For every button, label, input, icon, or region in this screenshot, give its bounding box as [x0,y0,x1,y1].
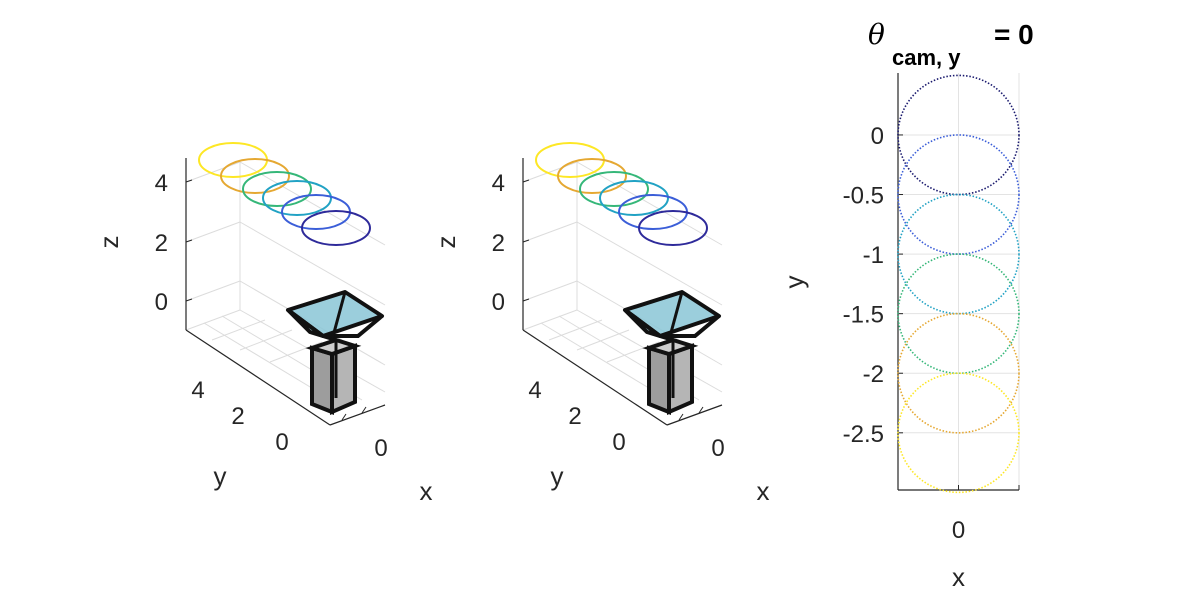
grid-line [185,309,241,331]
camera-cone-edge [323,314,384,338]
grid-line [185,280,241,302]
x-axis-label: x [757,476,770,506]
title-subscript: cam, y [892,45,961,70]
y-axis-line [185,329,331,426]
x-tick [678,413,684,421]
grid-line [522,280,578,302]
x-tick [361,406,367,414]
grid-line [211,319,266,341]
x-tick-label: 0 [711,435,724,462]
x-tick [698,406,704,414]
z-tick [522,298,530,302]
camera-body-side [310,345,334,415]
camera-model [623,290,721,416]
x-tick [341,413,347,421]
grid-line [576,221,723,306]
y-tick-label: 0 [612,429,625,456]
z-axis-label: z [94,236,124,249]
title-suffix: = 0 [994,19,1034,50]
grid-line [522,221,578,243]
y-axis-label: y [779,276,809,289]
trajectory-circle [220,158,290,194]
y-tick-label: 0 [275,429,288,456]
grid-line [239,329,293,351]
grid-line [185,221,241,243]
z-tick-label: 0 [492,289,505,316]
trajectory-circle [599,180,669,216]
x-axis-line [329,404,386,426]
trajectory-circle [262,180,332,216]
y-tick-label: 4 [528,377,541,404]
grid-line [269,341,323,363]
z-tick [522,239,530,243]
z-axis-label: z [431,236,461,249]
top-view-circle [897,312,1020,434]
grid-line [576,161,723,246]
camera-cone-edge [660,314,721,338]
z-tick-label: 4 [155,170,168,197]
z-tick-label: 0 [155,289,168,316]
camera-body-side [647,345,671,415]
grid-line [606,341,660,363]
camera-body-top [305,337,362,357]
x-axis-label: x [952,562,965,592]
x-tick-label: 0 [374,435,387,462]
y-tick-label: 2 [568,403,581,430]
trajectory-circle [638,210,708,246]
z-tick-label: 2 [492,230,505,257]
top-view-circle [897,193,1020,315]
top-view-circle [897,372,1020,494]
grid-line [522,309,578,331]
z-tick [185,298,193,302]
y-tick-label: 2 [231,403,244,430]
z-tick [522,179,530,183]
y-tick-label: -1.5 [843,302,884,329]
grid-line [239,161,386,246]
x-tick-label: 0 [952,517,965,544]
z-tick-label: 4 [492,170,505,197]
y-tick-label: -0.5 [843,183,884,210]
top-view-circle [897,253,1020,375]
y-tick-label: 0 [871,123,884,150]
camera-model [286,290,384,416]
trajectory-circle [301,210,371,246]
camera-cone-edge [330,291,347,341]
camera-cone-edge [667,291,684,341]
grid-line [548,319,603,341]
y-axis-line [522,329,668,426]
plot-2d-top-view: 0 -0.5 -1 -1.5 -2 -2.5 0 x y θ cam, y = 0 [779,18,1034,592]
x-axis-line [666,404,723,426]
grid-line [185,161,241,183]
grid-line [576,329,630,351]
top-view-circle [897,134,1020,255]
y-axis-label: y [551,461,564,491]
y-tick-label: -2 [863,361,884,388]
z-tick-label: 2 [155,230,168,257]
top-view-circle [897,74,1020,196]
grid-line [522,161,578,183]
trajectory-circle [579,171,649,207]
y-tick-label: 4 [191,377,204,404]
y-axis-label: y [214,461,227,491]
y-tick-label: -1 [863,242,884,269]
z-tick [185,239,193,243]
trajectory-circle [557,158,627,194]
camera-body-top [642,337,699,357]
grid-line [239,221,386,306]
x-axis-label: x [420,476,433,506]
y-tick-label: -2.5 [843,421,884,448]
z-tick [185,179,193,183]
title-symbol: θ [868,18,885,51]
trajectory-circle [242,171,312,207]
